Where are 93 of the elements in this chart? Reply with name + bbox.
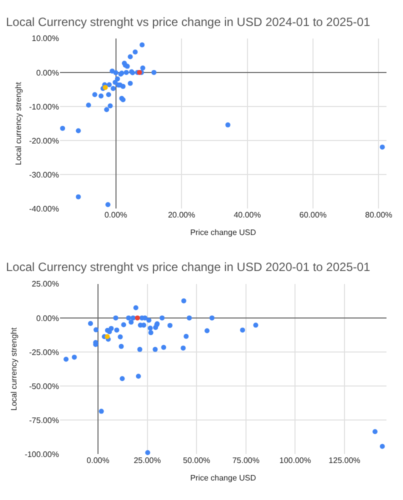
point: [114, 328, 120, 333]
point: [133, 305, 138, 310]
point: [137, 346, 142, 352]
point: [130, 315, 136, 320]
point: [94, 327, 99, 332]
y-tick-label: -75.00%: [29, 416, 59, 425]
point: [126, 315, 132, 320]
y-tick-label: 0.00%: [36, 314, 59, 323]
point: [64, 356, 69, 362]
x-tick-label: 60.00%: [299, 210, 327, 220]
point: [105, 202, 110, 208]
point: [145, 450, 150, 456]
point: [380, 444, 385, 449]
point: [181, 298, 186, 304]
point: [161, 344, 166, 350]
point: [98, 93, 104, 98]
x-tick-label: 80.00%: [365, 210, 392, 220]
point: [108, 326, 114, 331]
point: [160, 315, 165, 320]
x-tick-label: 0.00%: [104, 210, 128, 220]
point: [240, 328, 246, 333]
point: [118, 334, 123, 340]
point: [140, 66, 146, 71]
y-tick-label: -10.00%: [29, 102, 59, 112]
point: [128, 54, 133, 60]
x-tick-label: 40.00%: [234, 210, 261, 220]
point: [140, 42, 145, 48]
x-axis-title: Price change USD: [190, 473, 256, 482]
point: [106, 92, 112, 98]
y-tick-label: 10.00%: [32, 34, 59, 44]
point: [204, 328, 210, 334]
point: [372, 429, 378, 434]
x-tick-label: 0.00%: [86, 456, 110, 466]
point: [110, 86, 116, 91]
point: [380, 144, 385, 150]
point: [132, 50, 138, 54]
point: [186, 315, 192, 320]
x-axis-title: Price change USD: [190, 228, 256, 237]
point: [146, 318, 152, 323]
point: [72, 354, 77, 360]
point: [76, 194, 81, 200]
point: [253, 322, 258, 328]
point: [106, 82, 112, 88]
x-tick-label: 75.00%: [232, 456, 260, 466]
point: [104, 107, 110, 112]
point: [151, 70, 156, 75]
point: [128, 80, 133, 86]
point: [148, 330, 154, 336]
y-tick-label: -25.00%: [29, 348, 59, 357]
y-tick-label: -20.00%: [29, 136, 59, 146]
point: [98, 408, 104, 414]
x-tick-label: 25.00%: [134, 456, 161, 466]
chart-title: Local Currency strenght vs price change in USD 2020-01 to 2025-01: [6, 260, 371, 274]
point: [104, 334, 110, 340]
y-tick-label: 25.00%: [32, 280, 59, 289]
x-tick-label: 125.00%: [328, 456, 360, 466]
x-tick-label: 20.00%: [168, 210, 196, 220]
point: [118, 344, 124, 349]
y-tick-label: -100.00%: [24, 450, 59, 460]
point: [180, 346, 186, 351]
y-axis-title: Local currency strenght: [9, 326, 18, 411]
y-tick-label: -30.00%: [29, 170, 59, 180]
x-tick-label: 100.00%: [279, 456, 311, 466]
point: [114, 76, 120, 82]
point: [128, 320, 134, 325]
point: [88, 321, 94, 326]
point: [136, 374, 141, 379]
point: [102, 84, 108, 90]
point: [148, 326, 153, 331]
point: [113, 70, 118, 76]
chart-title: Local Currency strenght vs price change in USD 2024-01 to 2025-01: [6, 15, 371, 29]
point: [113, 315, 118, 320]
point: [167, 322, 172, 328]
y-axis-title: Local currency strenght: [14, 81, 23, 166]
point: [120, 84, 126, 89]
point: [209, 315, 214, 320]
y-tick-label: -40.00%: [29, 204, 59, 214]
point: [92, 92, 98, 98]
point: [86, 102, 92, 108]
point: [76, 128, 81, 134]
point: [134, 315, 140, 320]
y-tick-label: 0.00%: [36, 68, 59, 78]
point: [60, 126, 66, 131]
point: [120, 376, 125, 382]
point: [225, 122, 230, 128]
point: [124, 70, 129, 75]
x-tick-label: 50.00%: [183, 456, 210, 466]
point: [121, 322, 126, 328]
point: [152, 346, 158, 352]
y-tick-label: -50.00%: [29, 382, 59, 391]
point: [108, 103, 113, 108]
point: [184, 334, 189, 339]
point: [110, 68, 115, 74]
